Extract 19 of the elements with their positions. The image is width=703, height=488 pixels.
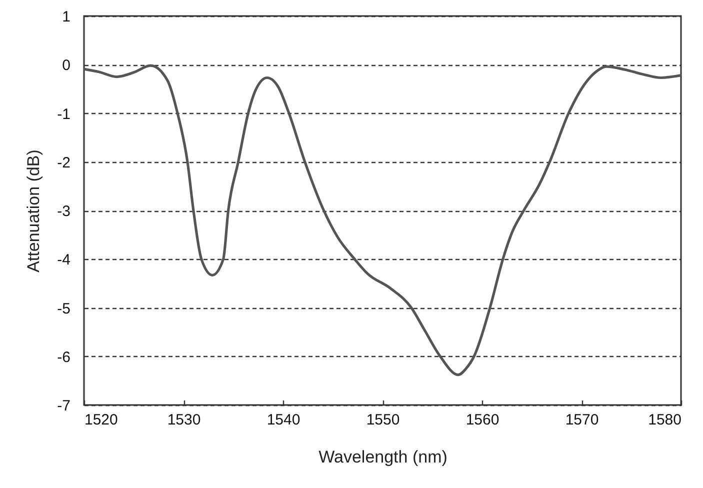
x-tick-label: 1560 <box>466 412 500 428</box>
y-tick-label: 0 <box>62 57 70 74</box>
y-tick-label: -4 <box>57 252 70 269</box>
line-series <box>84 64 681 376</box>
y-axis-title: Attenuation (dB) <box>24 150 44 272</box>
x-tick-label: 1520 <box>84 412 118 428</box>
y-tick-label: -1 <box>57 106 70 123</box>
x-tick-label: 1550 <box>366 412 400 428</box>
x-tick-label: 1540 <box>266 412 300 428</box>
x-tick-label: 1530 <box>167 412 201 428</box>
x-tick-label: 1570 <box>565 412 599 428</box>
x-tick-label: 1580 <box>648 412 682 428</box>
y-tick-label: 1 <box>62 8 70 26</box>
y-tick-label: -5 <box>57 300 70 318</box>
y-tick-label: -3 <box>57 203 70 220</box>
y-tick-label: -6 <box>57 348 70 366</box>
y-tick-label: -2 <box>57 154 70 172</box>
x-axis-title: Wavelength (nm) <box>318 448 448 466</box>
y-tick-label: -7 <box>57 398 70 414</box>
